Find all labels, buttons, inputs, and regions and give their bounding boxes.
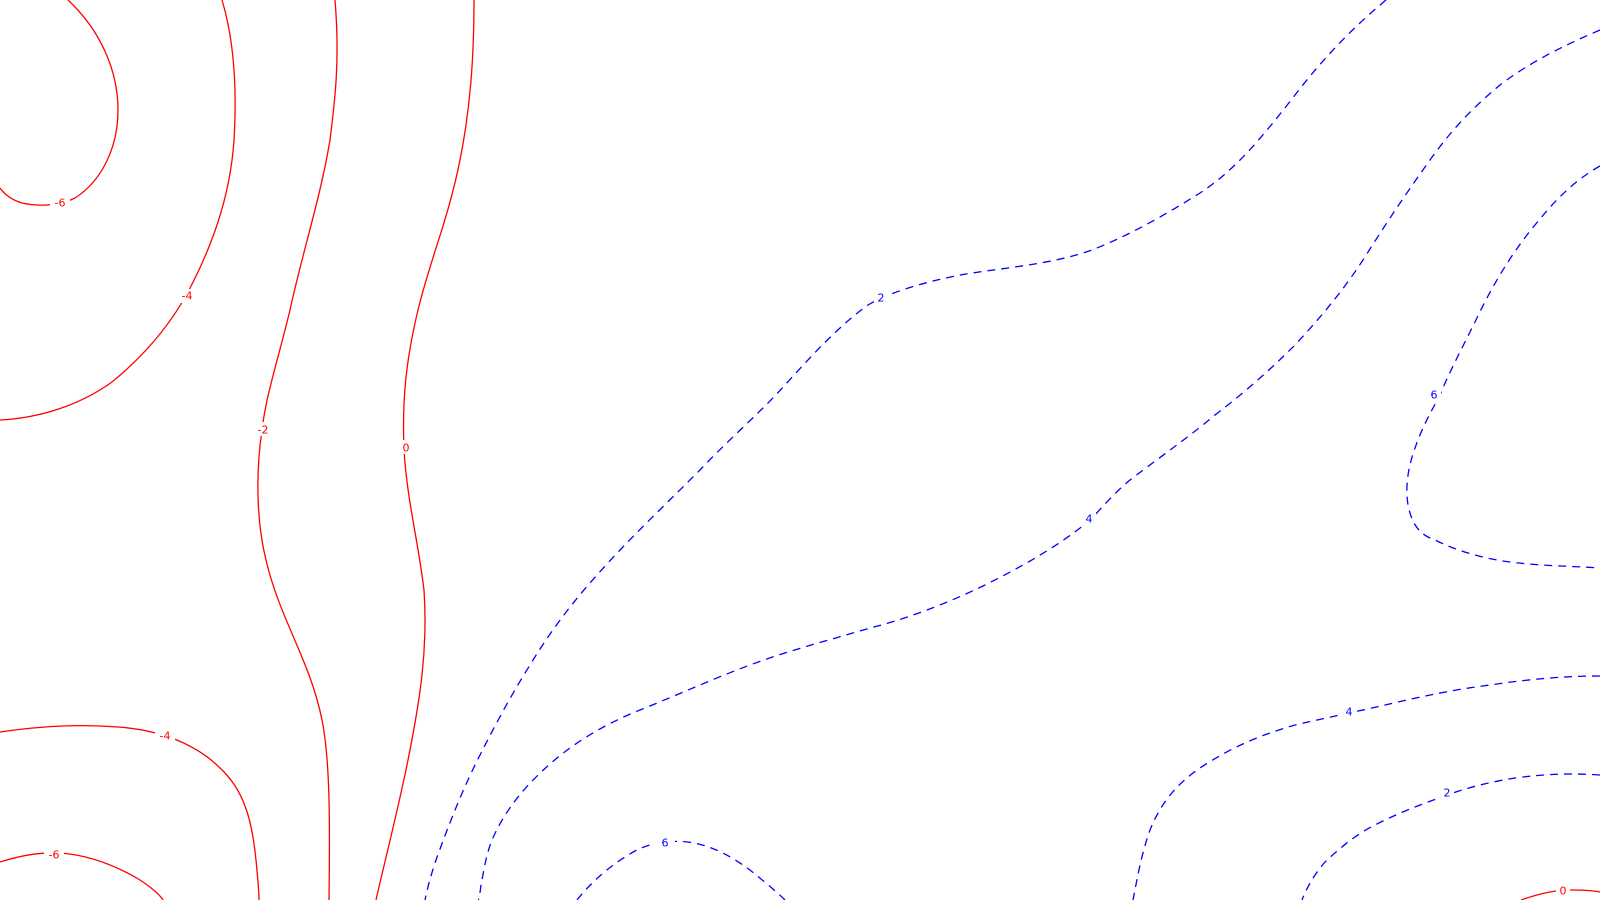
- contour-label-pos2-middle: 2: [878, 292, 885, 305]
- contour-label-pos4-middle: 4: [1086, 513, 1093, 526]
- label-bg-pos4-middle: [1082, 512, 1096, 526]
- contour-line-neg6-top: [0, 0, 119, 206]
- label-bg-neg4-top: [177, 289, 197, 303]
- contour-label-neg4-top: -4: [182, 290, 193, 303]
- contour-label-zero-bottom-right: 0: [1560, 885, 1567, 898]
- contour-label-pos4-bottom-right: 4: [1346, 706, 1353, 719]
- contour-line-neg6-bottom: [0, 852, 164, 900]
- contour-label-neg6-bottom: -6: [49, 849, 60, 862]
- contour-label-neg2: -2: [258, 424, 269, 437]
- label-bg-pos6-bottom: [655, 836, 675, 850]
- label-bg-neg6-bottom: [44, 848, 64, 862]
- label-bg-pos6-right: [1427, 388, 1441, 402]
- contour-label-pos6-right: 6: [1431, 389, 1438, 402]
- contour-label-pos6-bottom: 6: [662, 837, 669, 850]
- label-bg-zero-bottom-right: [1556, 884, 1570, 898]
- contour-label-pos2-bottom-right: 2: [1444, 787, 1451, 800]
- contour-label-neg4-bottom: -4: [160, 730, 171, 743]
- label-bg-neg6-top: [50, 195, 70, 209]
- label-bg-neg2: [253, 422, 273, 436]
- label-bg-zero-left: [399, 440, 413, 454]
- contour-line-pos2-middle: [424, 0, 1387, 900]
- positive-contours: [424, 0, 1600, 900]
- label-bg-pos4-bottom-right: [1342, 705, 1356, 719]
- contour-line-pos2-bottom-right: [1301, 773, 1600, 900]
- label-bg-pos2-bottom-right: [1440, 786, 1454, 800]
- contour-label-neg6-top: -6: [55, 197, 66, 210]
- contour-line-pos6-bottom: [576, 840, 786, 900]
- label-bg-neg4-bottom: [155, 729, 175, 743]
- contour-line-neg4-bottom: [0, 724, 260, 900]
- contour-line-pos6-right: [1406, 165, 1600, 569]
- contour-line-pos4-bottom-right: [1132, 675, 1600, 900]
- contour-labels: -6 -4 -2 0 -4 -6 0 2 4 6 4 2 6: [44, 195, 1570, 898]
- contour-label-zero-left: 0: [403, 442, 410, 455]
- label-bg-pos2-middle: [874, 291, 888, 305]
